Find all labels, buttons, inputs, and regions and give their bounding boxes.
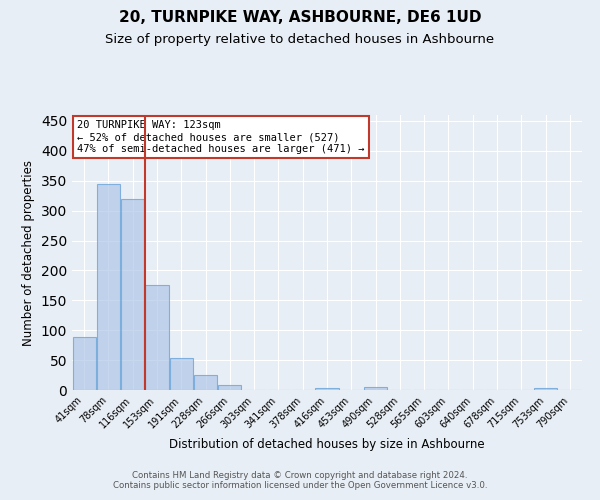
Text: 20 TURNPIKE WAY: 123sqm
← 52% of detached houses are smaller (527)
47% of semi-d: 20 TURNPIKE WAY: 123sqm ← 52% of detache… [77,120,365,154]
Text: Size of property relative to detached houses in Ashbourne: Size of property relative to detached ho… [106,32,494,46]
Bar [97,184,120,390]
Bar [73,338,95,390]
Bar [364,387,387,390]
Text: 20, TURNPIKE WAY, ASHBOURNE, DE6 1UD: 20, TURNPIKE WAY, ASHBOURNE, DE6 1UD [119,10,481,25]
Bar [218,385,241,390]
Bar [145,286,169,390]
Bar [121,198,144,390]
X-axis label: Distribution of detached houses by size in Ashbourne: Distribution of detached houses by size … [169,438,485,451]
Bar [170,358,193,390]
Text: Contains HM Land Registry data © Crown copyright and database right 2024.
Contai: Contains HM Land Registry data © Crown c… [113,470,487,490]
Bar [316,388,338,390]
Bar [194,375,217,390]
Bar [534,388,557,390]
Y-axis label: Number of detached properties: Number of detached properties [22,160,35,346]
